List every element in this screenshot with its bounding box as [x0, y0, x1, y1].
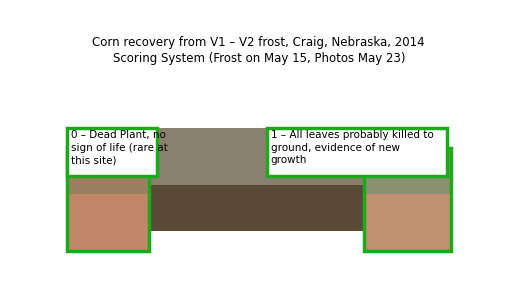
Text: 0 – Dead Plant, no
sign of life (rare at
this site): 0 – Dead Plant, no sign of life (rare at… [71, 130, 168, 165]
Text: 1 – All leaves probably killed to
ground, evidence of new
growth: 1 – All leaves probably killed to ground… [271, 130, 433, 165]
Bar [267, 128, 447, 176]
Bar [365, 194, 450, 250]
Text: Corn recovery from V1 – V2 frost, Craig, Nebraska, 2014
Scoring System (Frost on: Corn recovery from V1 – V2 frost, Craig,… [92, 36, 425, 65]
Bar [67, 148, 149, 250]
Bar [365, 148, 450, 250]
Bar [67, 148, 149, 194]
Bar [67, 128, 157, 176]
Bar [110, 128, 408, 185]
Bar [110, 185, 408, 231]
Bar [365, 148, 450, 194]
Bar [67, 194, 149, 250]
